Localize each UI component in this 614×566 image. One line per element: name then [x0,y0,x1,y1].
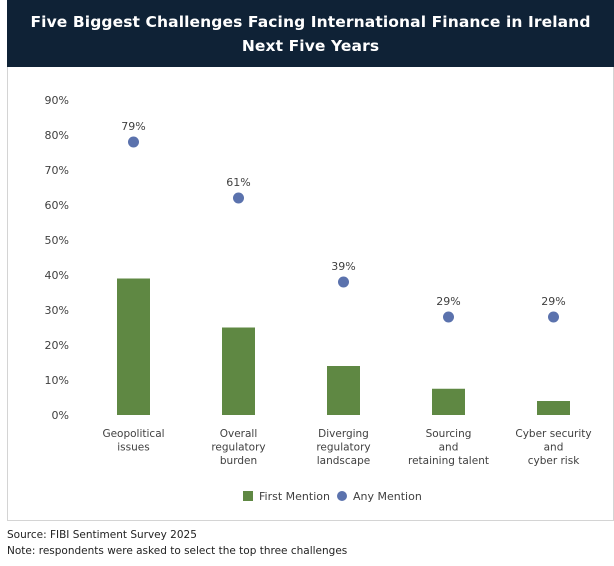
y-tick-label: 10% [45,374,69,387]
first-mention-bar [327,366,360,415]
x-tick-label: Sourcing and retaining talent [408,428,489,467]
y-tick-label: 0% [52,409,69,422]
first-mention-bars [117,278,570,415]
first-mention-bar [222,327,255,415]
x-tick-label: Cyber security and cyber risk [515,428,591,467]
any-mention-data-label: 29% [541,295,565,308]
first-mention-bar [537,401,570,415]
legend-label-first-mention: First Mention [259,490,330,503]
chart-svg: 0% 10% 20% 30% 40% 50% 60% 70% 80% 90% 79% 61% 39% 2… [45,94,592,503]
chart-title-line-1: Five Biggest Challenges Facing Internati… [30,12,591,31]
any-mention-data-label: 61% [226,176,250,189]
y-tick-label: 60% [45,199,69,212]
footnote: Note: respondents were asked to select t… [7,545,348,557]
any-mention-point [548,311,559,323]
first-mention-bar [117,278,150,415]
chart-panel: 0% 10% 20% 30% 40% 50% 60% 70% 80% 90% 79% 61% 39% 2… [7,67,614,521]
chart-title-line-2: Next Five Years [241,36,380,55]
x-tick-label: Diverging regulatory landscape [316,428,370,467]
legend-label-any-mention: Any Mention [353,490,422,503]
chart-header: Five Biggest Challenges Facing Internati… [7,0,614,67]
y-tick-label: 20% [45,339,69,352]
any-mention-data-label: 79% [121,120,145,133]
y-tick-label: 70% [45,164,69,177]
any-mention-point [128,136,139,148]
any-mention-points: 79% 61% 39% 29% 29% [121,120,566,323]
any-mention-point [338,276,349,288]
any-mention-data-label: 29% [436,295,460,308]
legend-swatch-first-mention [243,491,253,501]
first-mention-bar [432,388,465,415]
y-tick-label: 30% [45,304,69,317]
y-tick-label: 40% [45,269,69,282]
x-tick-label: Geopolitical issues [102,428,164,454]
y-tick-label: 80% [45,129,69,142]
y-axis: 0% 10% 20% 30% 40% 50% 60% 70% 80% 90% [45,94,69,422]
legend: First Mention Any Mention [243,490,422,503]
x-axis: Geopolitical issues Overall regulatory burde… [102,428,591,467]
any-mention-data-label: 39% [331,260,355,273]
y-tick-label: 90% [45,94,69,107]
any-mention-point [233,192,244,204]
source-note: Source: FIBI Sentiment Survey 2025 [7,529,197,541]
legend-swatch-any-mention [337,491,347,501]
any-mention-point [443,311,454,323]
x-tick-label: Overall regulatory burden [211,428,265,467]
y-tick-label: 50% [45,234,69,247]
